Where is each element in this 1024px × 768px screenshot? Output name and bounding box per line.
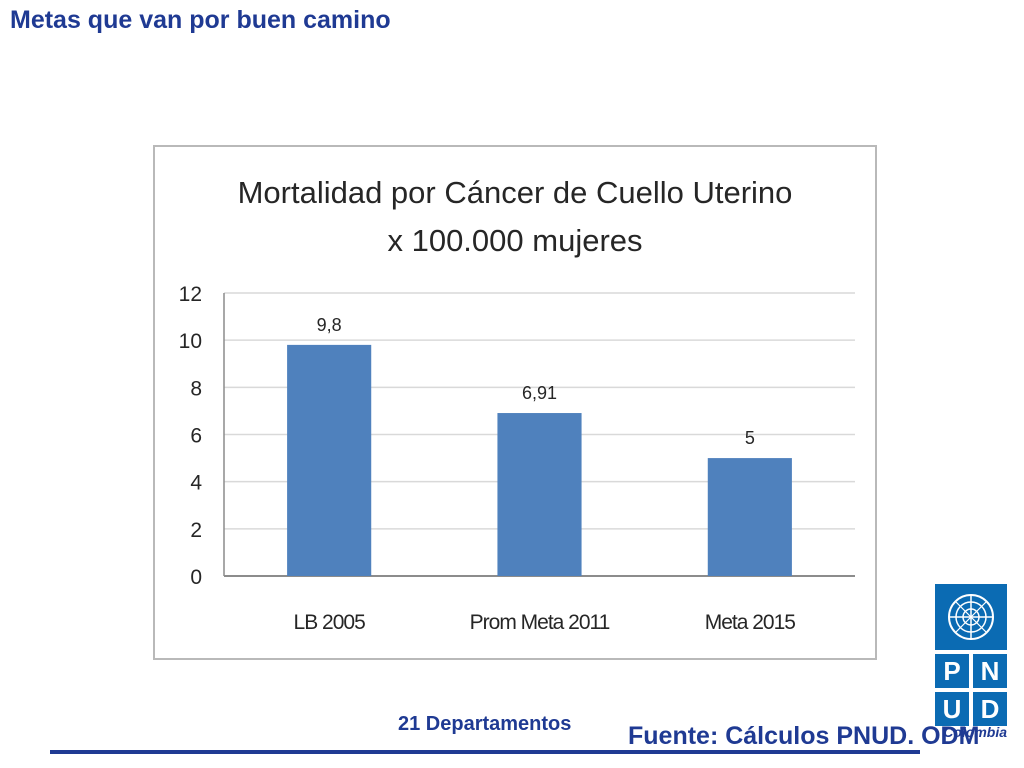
- chart-subtitle: x 100.000 mujeres: [387, 223, 643, 258]
- bar: [287, 344, 372, 576]
- bar-chart: 0 2 4 6 8 10 12 9,8 6,91 5 LB 2005 Prom Meta 2011…: [179, 283, 855, 634]
- logo-letter-n: N: [973, 654, 1007, 688]
- x-tick-label: Prom Meta 2011: [470, 611, 610, 634]
- data-label: 5: [745, 428, 755, 448]
- y-tick-label: 12: [179, 283, 202, 306]
- logo-letter-d: D: [973, 692, 1007, 726]
- data-label: 6,91: [522, 383, 557, 403]
- footer-note: 21 Departamentos: [398, 713, 572, 735]
- x-tick-label: LB 2005: [294, 611, 366, 634]
- footer-rule: [50, 750, 920, 754]
- y-tick-label: 10: [179, 330, 202, 353]
- chart-frame: Mortalidad por Cáncer de Cuello Uterino …: [153, 145, 877, 660]
- y-tick-label: 0: [190, 566, 202, 589]
- y-tick-label: 2: [190, 519, 202, 542]
- slide-title: Metas que van por buen camino: [10, 6, 391, 34]
- chart-title: Mortalidad por Cáncer de Cuello Uterino: [237, 175, 793, 210]
- logo-letter-p: P: [935, 654, 969, 688]
- source-note: Fuente: Cálculos PNUD. ODM: [628, 722, 980, 750]
- x-tick-label: Meta 2015: [705, 611, 796, 634]
- data-label: 9,8: [317, 315, 342, 335]
- un-emblem-icon: [935, 584, 1007, 650]
- pnud-logo: P N U D Colombia: [935, 584, 1007, 764]
- logo-country: Colombia: [943, 724, 1007, 740]
- y-tick-label: 4: [190, 472, 202, 495]
- bar: [707, 458, 792, 576]
- bar: [497, 413, 582, 576]
- logo-letter-u: U: [935, 692, 969, 726]
- y-tick-label: 6: [190, 425, 202, 448]
- y-tick-label: 8: [190, 377, 202, 400]
